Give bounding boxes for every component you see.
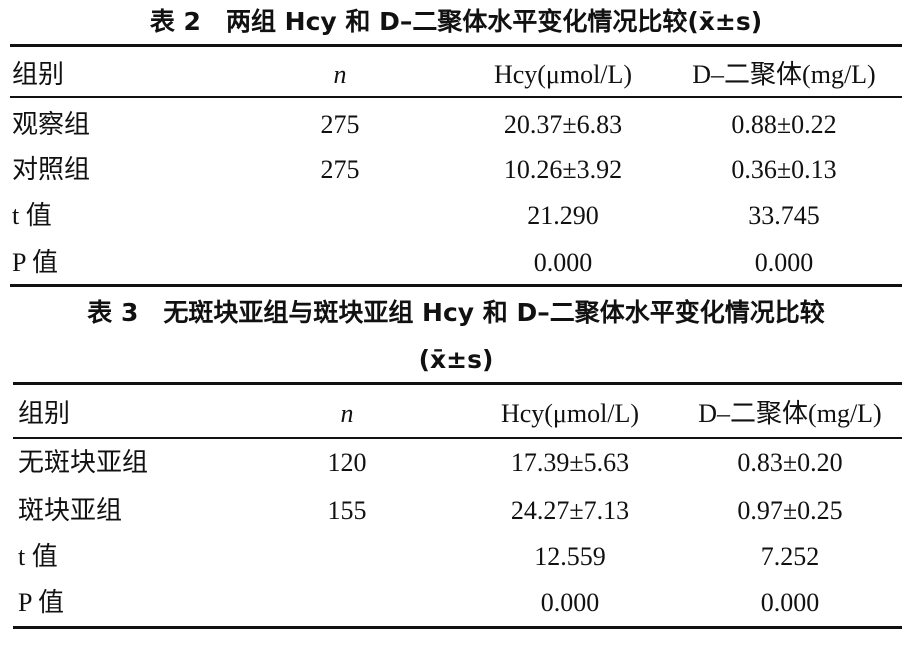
header-cell: Hcy(μmol/L) — [500, 399, 640, 428]
table-rule — [13, 437, 902, 439]
table-cell: 0.97±0.25 — [737, 496, 843, 525]
table-cell: 12.559 — [534, 542, 606, 571]
table-title: 表 3 无斑块亚组与斑块亚组 Hcy 和 D–二聚体水平变化情况比较 — [87, 298, 825, 327]
table-cell: 0.88±0.22 — [731, 110, 837, 139]
table-cell: 观察组 — [12, 110, 91, 139]
table-cell: 20.37±6.83 — [503, 110, 623, 139]
header-cell: 组别 — [18, 399, 71, 428]
table-cell: 120 — [327, 448, 367, 477]
table-cell: 275 — [320, 110, 360, 139]
table-title: 表 2 两组 Hcy 和 D–二聚体水平变化情况比较(x̄±s) — [149, 7, 763, 36]
table-rule — [10, 96, 902, 98]
header-cell: D–二聚体(mg/L) — [698, 399, 882, 428]
header-cell: n — [340, 399, 354, 428]
header-cell: Hcy(μmol/L) — [493, 60, 633, 89]
table-cell: 10.26±3.92 — [503, 155, 623, 184]
table-cell: 21.290 — [527, 201, 599, 230]
table-cell: t 值 — [12, 201, 52, 230]
table-cell: 17.39±5.63 — [510, 448, 630, 477]
table-cell: 33.745 — [748, 201, 820, 230]
table-rule — [13, 625, 902, 629]
table-cell: 0.000 — [533, 248, 593, 277]
table-cell: P 值 — [12, 248, 58, 277]
table-cell: 0.000 — [760, 588, 820, 617]
table-cell: 275 — [320, 155, 360, 184]
table-cell: 0.000 — [754, 248, 814, 277]
table-cell: 24.27±7.13 — [510, 496, 630, 525]
table-cell: 0.83±0.20 — [737, 448, 843, 477]
table-rule — [10, 283, 902, 287]
table-cell: t 值 — [18, 542, 58, 571]
table-cell: P 值 — [18, 588, 64, 617]
table-rule — [10, 43, 902, 47]
table-cell: 155 — [327, 496, 367, 525]
header-cell: D–二聚体(mg/L) — [692, 60, 876, 89]
table-rule — [13, 381, 902, 385]
header-cell: 组别 — [12, 60, 65, 89]
table-cell: 无斑块亚组 — [18, 448, 149, 477]
table-cell: 0.000 — [540, 588, 600, 617]
table-cell: 7.252 — [760, 542, 820, 571]
header-cell: n — [333, 60, 347, 89]
table-cell: 0.36±0.13 — [731, 155, 837, 184]
table-cell: 对照组 — [12, 155, 91, 184]
table-cell: 斑块亚组 — [18, 496, 123, 525]
table-title: (x̄±s) — [418, 345, 494, 374]
